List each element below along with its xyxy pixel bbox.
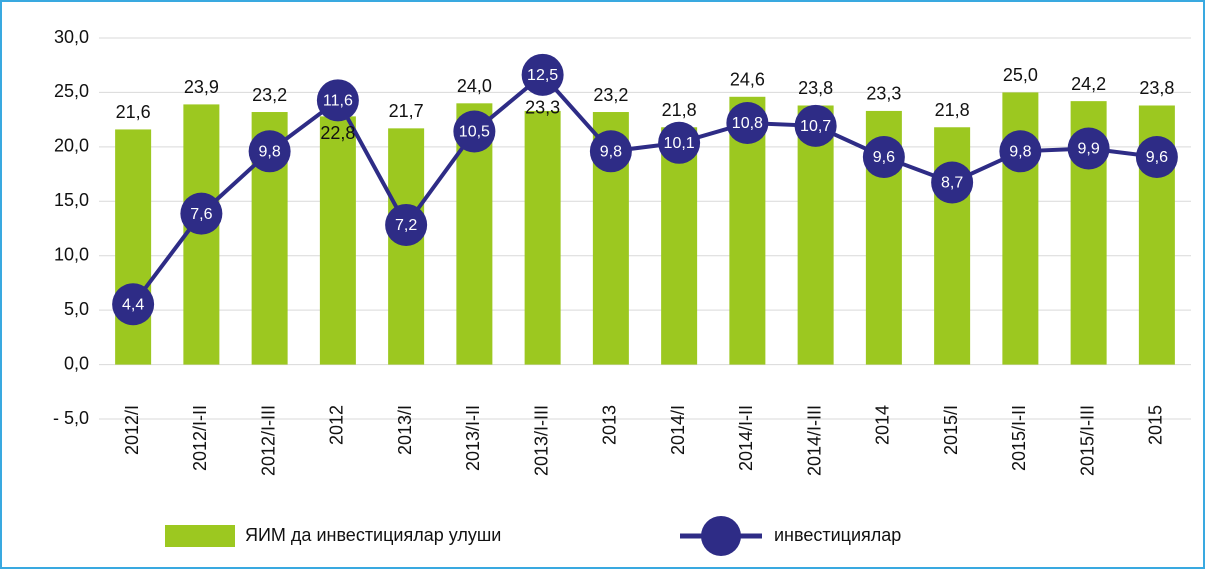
line-marker: [521, 53, 564, 96]
bar-value-label: 23,2: [593, 85, 628, 105]
bar: [388, 128, 425, 365]
x-tick-label: 2015/I-III: [1077, 405, 1097, 476]
bar-value-label: 23,3: [866, 84, 901, 104]
x-tick-label: 2015: [1146, 405, 1166, 445]
line-value-label: 12,5: [527, 67, 558, 84]
line-marker: [726, 101, 769, 144]
bar-value-label: 24,0: [457, 76, 492, 96]
line-value-label: 7,2: [395, 217, 417, 234]
line-marker: [589, 130, 632, 173]
line-marker: [112, 283, 155, 326]
line-value-label: 10,7: [800, 118, 831, 135]
bar: [524, 110, 561, 365]
line-marker: [931, 161, 974, 204]
y-tick-label: 30,0: [54, 27, 89, 47]
y-tick-label: 5,0: [64, 299, 89, 319]
bar: [661, 127, 698, 365]
line-value-label: 9,8: [600, 144, 622, 161]
line-value-label: 11,6: [323, 93, 353, 110]
bar-value-label: 21,8: [662, 100, 697, 120]
bar-value-label: 23,2: [252, 85, 287, 105]
y-tick-label: 15,0: [54, 190, 89, 210]
line-marker: [316, 79, 359, 122]
line-marker: [180, 192, 223, 235]
x-tick-label: 2012/I-III: [258, 405, 278, 476]
legend-label: инвестициялар: [774, 525, 901, 545]
line-marker: [999, 130, 1042, 173]
x-tick-label: 2013/I: [395, 405, 415, 455]
x-tick-label: 2015/I: [941, 405, 961, 455]
x-tick-label: 2015/I-II: [1009, 405, 1029, 471]
line: [131, 72, 1158, 306]
bar-value-label: 24,6: [730, 70, 765, 90]
x-tick-label: 2013/I-III: [531, 405, 551, 476]
bar-value-label: 23,8: [798, 78, 833, 98]
line-value-label: 10,5: [459, 124, 490, 141]
y-tick-label: 10,0: [54, 244, 89, 264]
bar: [115, 129, 152, 365]
line-marker: [658, 121, 701, 164]
line-value-label: 9,6: [873, 149, 895, 166]
x-tick-label: 2013/I-II: [463, 405, 483, 471]
y-tick-label: 20,0: [54, 136, 89, 156]
bar-value-label: 21,6: [116, 102, 151, 122]
legend-marker: [701, 516, 741, 556]
bar-value-label: 22,8: [320, 123, 355, 143]
bar-value-label: 23,3: [525, 98, 560, 118]
line-value-label: 9,8: [259, 144, 281, 161]
line-marker: [794, 104, 837, 147]
bar: [319, 116, 356, 365]
bar-value-label: 24,2: [1071, 74, 1106, 94]
line-marker: [1067, 127, 1110, 170]
line-marker: [453, 110, 496, 153]
line-value-label: 8,7: [941, 175, 963, 192]
bar-value-label: 25,0: [1003, 65, 1038, 85]
bar: [797, 105, 834, 365]
x-tick-label: 2012/I-II: [190, 405, 210, 471]
line-value-label: 4,4: [122, 296, 144, 313]
line-marker: [862, 135, 905, 178]
line-value-label: 10,8: [732, 115, 763, 132]
bar-value-label: 23,9: [184, 77, 219, 97]
line-marker: [385, 203, 428, 246]
x-tick-label: 2013: [600, 405, 620, 445]
x-tick-label: 2012: [327, 405, 347, 445]
line-value-label: 9,9: [1078, 141, 1100, 158]
line-value-label: 7,6: [190, 206, 212, 223]
y-tick-label: - 5,0: [53, 408, 89, 428]
x-tick-label: 2014/I-III: [804, 405, 824, 476]
line-value-label: 9,6: [1146, 149, 1168, 166]
y-tick-label: 0,0: [64, 353, 89, 373]
bar-value-label: 23,8: [1139, 78, 1174, 98]
x-tick-label: 2014: [873, 405, 893, 445]
line-value-label: 10,1: [664, 135, 695, 152]
bar-value-label: 21,8: [935, 100, 970, 120]
legend-swatch: [165, 525, 235, 547]
x-tick-label: 2014/I: [668, 405, 688, 455]
x-tick-label: 2012/I: [122, 405, 142, 455]
bar-value-label: 21,7: [389, 101, 424, 121]
legend-label: ЯИМ да инвестициялар улуши: [245, 525, 501, 545]
line-marker: [1135, 135, 1178, 178]
line-marker: [248, 130, 291, 173]
x-tick-label: 2014/I-II: [736, 405, 756, 471]
y-tick-label: 25,0: [54, 81, 89, 101]
line-value-label: 9,8: [1009, 144, 1031, 161]
